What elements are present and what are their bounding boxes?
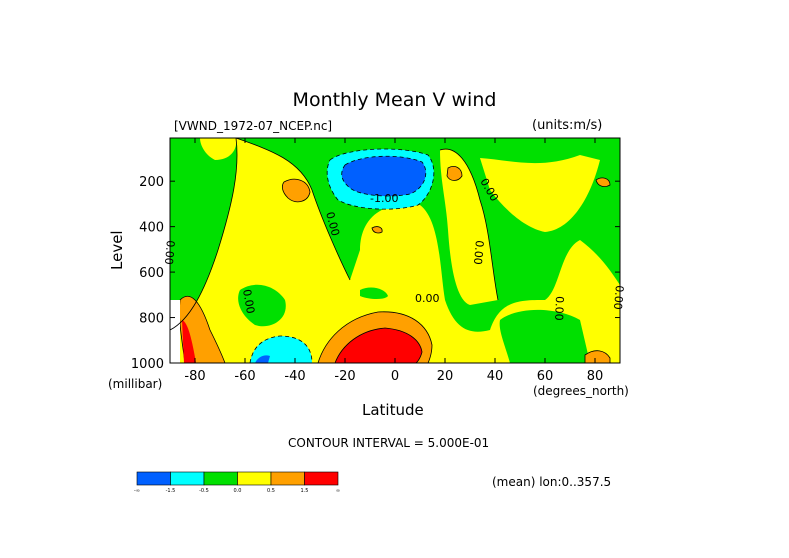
y-tick-label: 800 bbox=[139, 312, 164, 327]
contour-fill-blue-upper bbox=[341, 155, 427, 197]
contour-fill-orange-patch-1 bbox=[281, 178, 311, 203]
contour-fill-yellow-top bbox=[200, 138, 237, 160]
colorbar-label: 0.0 bbox=[234, 488, 242, 494]
contour-fill-green-island bbox=[238, 284, 286, 327]
contour-label-neg1: -1.00 bbox=[370, 192, 398, 205]
x-tick-label: 20 bbox=[437, 369, 454, 384]
contour-fill-red-south bbox=[182, 320, 196, 363]
x-tick-label: -60 bbox=[234, 369, 255, 384]
contour-fill-orange-patch-5 bbox=[584, 350, 611, 363]
contour-label-zero-2: 0.00 bbox=[323, 210, 342, 237]
units-label: (units:m/s) bbox=[532, 118, 603, 133]
colorbar: -∞ -1.5 -0.5 0.0 0.5 1.5 ∞ bbox=[134, 471, 340, 494]
dataset-label: [VWND_1972-07_NCEP.nc] bbox=[174, 119, 333, 133]
colorbar-swatch bbox=[304, 471, 339, 486]
contour-line-zero-3 bbox=[170, 138, 238, 331]
contour-field bbox=[170, 138, 620, 363]
contour-fill-orange-patch-2 bbox=[446, 166, 463, 181]
contour-label-zero-1: 0.00 bbox=[415, 292, 440, 305]
colorbar-swatch bbox=[170, 471, 205, 486]
y-units-label: (millibar) bbox=[108, 377, 163, 391]
y-tick-label: 600 bbox=[139, 266, 164, 281]
colorbar-swatch bbox=[136, 471, 171, 486]
chart-title: Monthly Mean V wind bbox=[292, 89, 497, 111]
colorbar-label: 0.5 bbox=[267, 488, 275, 494]
contour-fill-orange-patch-4 bbox=[371, 226, 383, 234]
contour-fill-blue-south bbox=[255, 355, 270, 363]
y-tick-label: 200 bbox=[139, 175, 164, 190]
footer-mean-lon: (mean) lon:0..357.5 bbox=[492, 475, 612, 489]
contour-fill-yellow-n bbox=[480, 155, 600, 232]
colorbar-label: -0.5 bbox=[199, 488, 209, 494]
contour-line-zero-1 bbox=[235, 138, 351, 281]
x-tick-label: -40 bbox=[284, 369, 305, 384]
contour-fill-green-islet bbox=[360, 287, 388, 299]
contour-line-zero-2 bbox=[439, 148, 499, 301]
contour-label-zero-6: 0.00 bbox=[240, 288, 257, 314]
x-tick-label: -20 bbox=[334, 369, 355, 384]
colorbar-label: 1.5 bbox=[301, 488, 309, 494]
x-tick-label: 40 bbox=[487, 369, 504, 384]
x-tick-label: 80 bbox=[587, 369, 604, 384]
y-tick-label: 1000 bbox=[131, 357, 164, 372]
x-units-label: (degrees_north) bbox=[533, 384, 629, 398]
contour-label-zero-4: 0.00 bbox=[471, 240, 486, 266]
colorbar-label: -∞ bbox=[134, 488, 140, 494]
colorbar-swatch bbox=[237, 471, 272, 486]
contour-fill-yellow-ne bbox=[440, 149, 498, 305]
colorbar-label: -1.5 bbox=[166, 488, 176, 494]
contour-fill-green-ne-low bbox=[499, 309, 590, 363]
colorbar-swatch bbox=[203, 471, 238, 486]
colorbar-swatch bbox=[270, 471, 305, 486]
axes: -80 -60 -40 -20 0 20 40 60 80 200 400 600 800 1000 bbox=[131, 138, 620, 384]
y-axis-title: Level bbox=[108, 230, 126, 270]
contour-label-zero-5: 0.00 bbox=[162, 240, 177, 266]
contour-label-zero-8: 0.00 bbox=[611, 285, 626, 311]
contour-fill-red-lower bbox=[334, 327, 423, 363]
x-axis-title: Latitude bbox=[362, 401, 424, 419]
y-tick-label: 400 bbox=[139, 221, 164, 236]
contour-interval-text: CONTOUR INTERVAL = 5.000E-01 bbox=[288, 436, 490, 450]
missing-data-strip bbox=[170, 300, 180, 363]
colorbar-label: ∞ bbox=[336, 488, 340, 494]
contour-label-zero-7: 0.00 bbox=[552, 296, 566, 321]
x-tick-label: 0 bbox=[391, 369, 399, 384]
x-tick-label: -80 bbox=[184, 369, 205, 384]
x-tick-label: 60 bbox=[537, 369, 554, 384]
contour-fill-orange-patch-3 bbox=[595, 177, 611, 187]
